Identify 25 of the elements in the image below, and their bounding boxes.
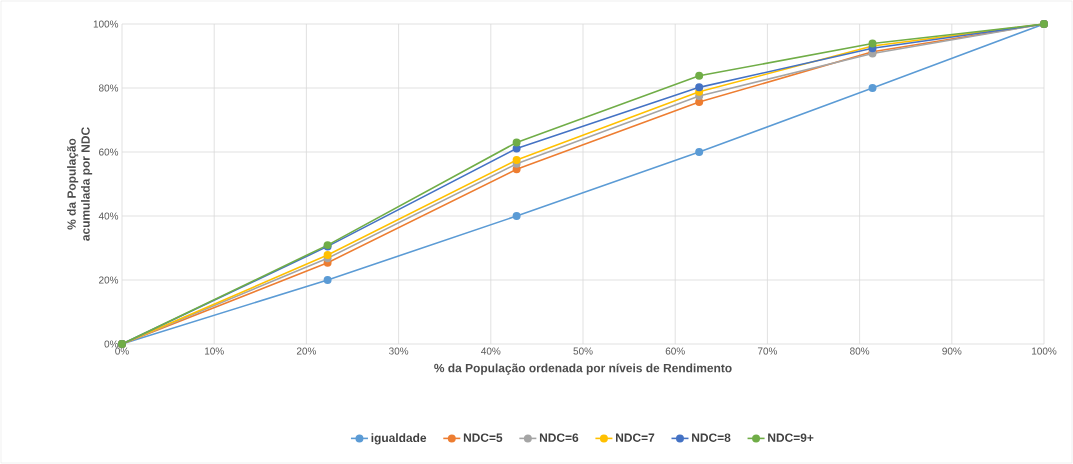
legend-label: NDC=6 [539,433,579,442]
y-tick-label: 60% [99,148,119,156]
x-tick-label: 60% [665,347,685,355]
x-tick-label: 80% [850,347,870,355]
legend-label: igualdade [371,433,427,445]
x-tick-label: 20% [296,347,317,355]
x-axis-title: % da População ordenada por níveis de Rendimento [434,363,732,375]
x-tick-label: 70% [757,347,778,355]
y-tick-label: 100% [93,20,119,28]
x-tick-label: 10% [205,347,224,355]
y-tick-label: 40% [98,212,119,220]
y-tick-label: 80% [98,84,119,92]
legend-label: NDC=7 [616,433,655,442]
x-tick-label: 30% [389,347,409,355]
x-tick-label: 0% [115,347,129,355]
legend-label: NDC=9+ [768,433,814,442]
x-tick-label: 100% [1032,347,1057,355]
x-tick-label: 40% [481,347,501,355]
y-axis-title: % da População acumulada por NDC [67,127,93,241]
x-tick-label: 90% [942,347,962,355]
legend-label: NDC=5 [463,433,503,442]
legend-label: NDC=8 [692,433,731,442]
y-tick-label: 20% [99,276,119,284]
x-tick-label: 50% [573,347,593,355]
y-tick-label: 0% [104,340,119,348]
